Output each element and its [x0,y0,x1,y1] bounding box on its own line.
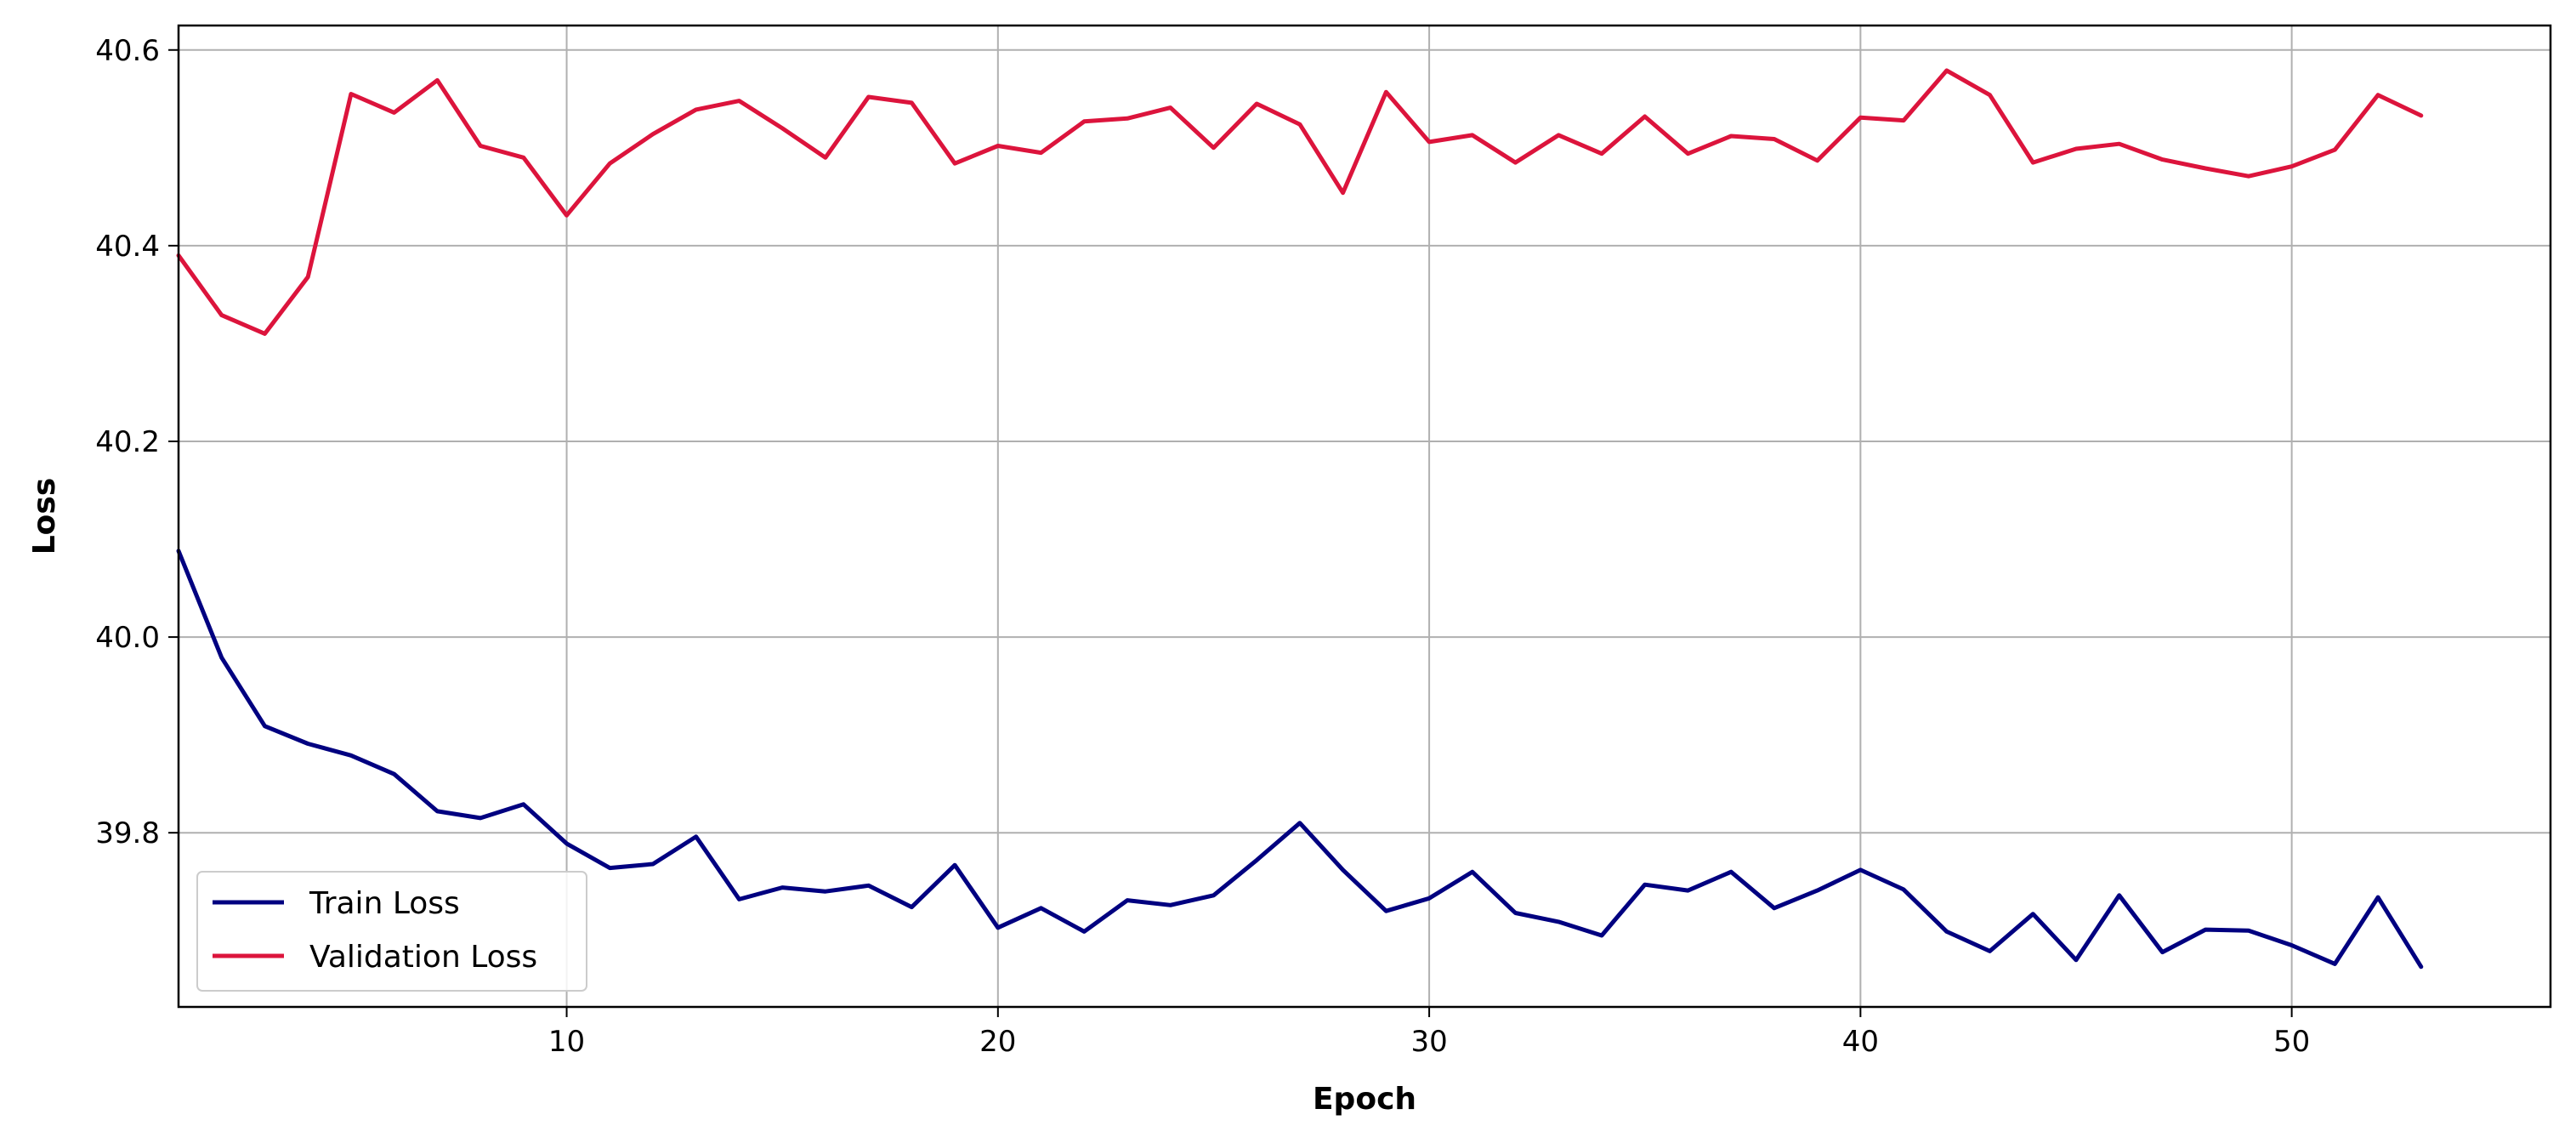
plot-frame [177,24,2552,1009]
legend-label-train-loss: Train Loss [309,886,460,921]
axis-ticks: 10 20 30 40 50 39.8 40.0 40.2 40.4 40.6 [95,34,2310,1059]
grid-lines [179,26,2550,1007]
x-axis-label: Epoch [1313,1082,1416,1117]
x-tick-label: 40 [1842,1025,1879,1059]
series-line-train-loss [176,549,2424,970]
x-tick-label: 30 [1410,1025,1447,1059]
x-tick-label: 20 [979,1025,1016,1059]
legend: Train Loss Validation Loss [196,871,587,992]
y-tick-label: 40.2 [95,425,160,459]
y-tick-label: 40.0 [95,621,160,655]
y-tick-label: 40.4 [95,230,160,264]
x-tick-label: 10 [548,1025,585,1059]
y-tick-label: 40.6 [95,34,160,68]
series-line-validation-loss [176,68,2424,336]
y-tick-label: 39.8 [95,816,160,850]
legend-label-validation-loss: Validation Loss [309,940,537,975]
x-tick-label: 50 [2273,1025,2310,1059]
y-axis-label: Loss [27,478,62,555]
legend-box [196,871,587,992]
series-lines [176,68,2424,970]
